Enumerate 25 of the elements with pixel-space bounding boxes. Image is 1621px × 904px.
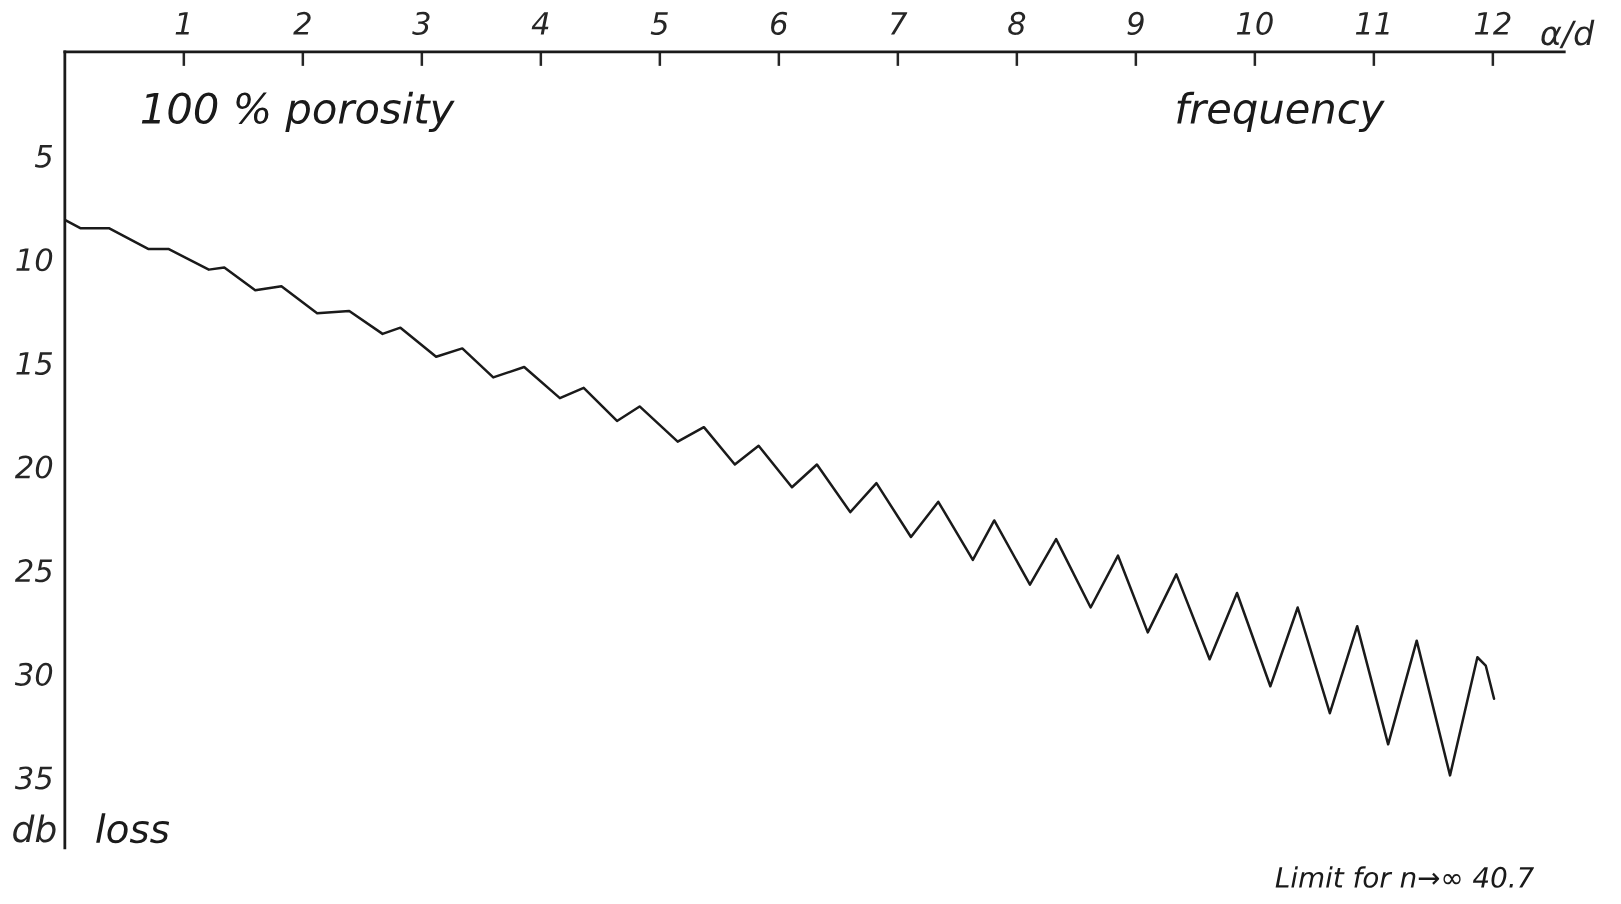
x-tick-label: 4 <box>531 12 549 35</box>
annotation: 100 % porosity <box>141 91 455 133</box>
y-tick-label: 30 <box>14 662 53 686</box>
y-tick-label: 35 <box>14 766 53 790</box>
x-tick-label: 9 <box>1127 11 1144 35</box>
x-tick-label: 11 <box>1355 12 1389 35</box>
y-tick-label: 25 <box>14 559 53 583</box>
x-tick-label: 8 <box>1008 11 1026 35</box>
y-axis-title: db <box>13 814 56 843</box>
x-tick-label: 2 <box>293 11 311 35</box>
text: Limit for n→∞ 40.7 <box>1275 866 1535 888</box>
y-tick-label: 20 <box>14 455 53 479</box>
x-tick-label: 7 <box>890 12 908 35</box>
x-tick-label: 1 <box>175 12 189 35</box>
annotation: loss <box>96 813 170 844</box>
x-tick-label: 10 <box>1236 11 1273 35</box>
y-tick-label: 10 <box>16 248 53 272</box>
x-tick-label: 3 <box>412 11 430 35</box>
y-tick-label: 5 <box>34 144 53 168</box>
x-tick-label: 5 <box>650 12 668 35</box>
y-tick-label: 15 <box>16 352 53 375</box>
x-tick-label: 6 <box>771 11 788 35</box>
annotation: frequency <box>1177 91 1385 133</box>
x-tick-label: 12 <box>1474 11 1511 35</box>
x-axis-title: α/d <box>1541 19 1595 49</box>
